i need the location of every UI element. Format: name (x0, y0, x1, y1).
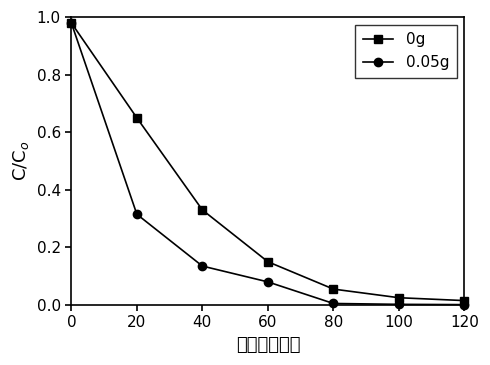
0.05g (69, 21, 74, 25)
0g (265, 260, 271, 264)
0.05g (199, 264, 205, 268)
Line: 0.05g: 0.05g (67, 19, 468, 309)
Line: 0g: 0g (67, 19, 468, 305)
0g (69, 21, 74, 25)
0g (199, 208, 205, 212)
0.05g (396, 302, 402, 307)
0g (134, 116, 140, 120)
Legend: 0g, 0.05g: 0g, 0.05g (355, 25, 457, 78)
0.05g (330, 301, 336, 306)
Y-axis label: C/C$_o$: C/C$_o$ (11, 141, 31, 181)
X-axis label: 时间（分钟）: 时间（分钟） (236, 336, 300, 354)
0g (330, 287, 336, 291)
0.05g (462, 303, 467, 307)
0g (462, 299, 467, 303)
0.05g (265, 280, 271, 284)
0.05g (134, 212, 140, 216)
0g (396, 296, 402, 300)
